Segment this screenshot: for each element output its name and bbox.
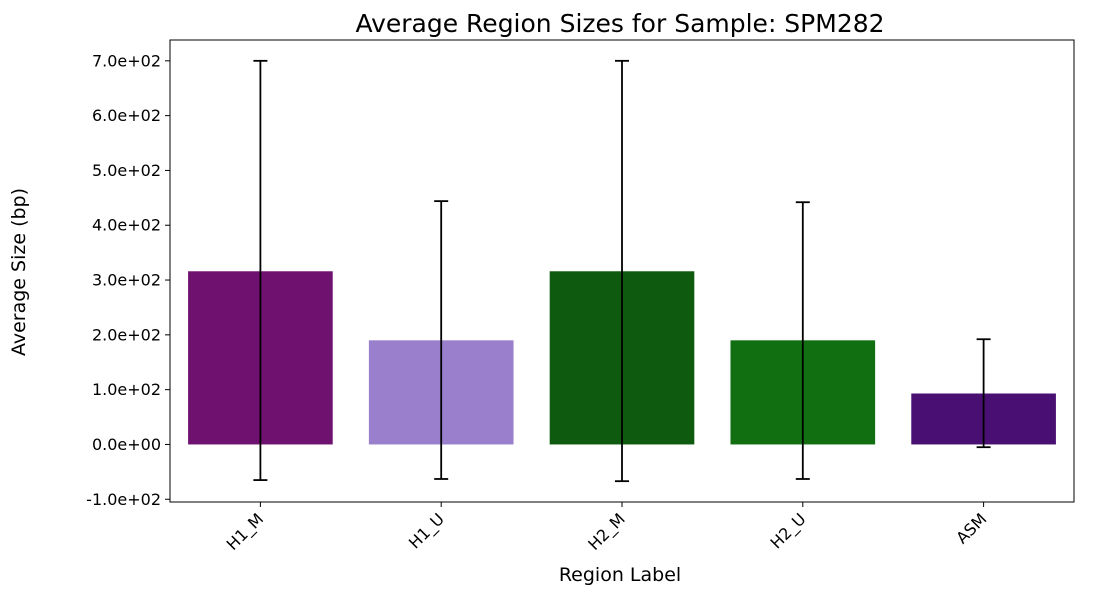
y-tick-label: 4.0e+02 (92, 216, 161, 235)
y-tick-label: 2.0e+02 (92, 325, 161, 344)
x-tick-label: H1_M (223, 509, 268, 554)
error-bar-h1-u (434, 200, 449, 480)
y-tick-label: -1.0e+02 (86, 490, 161, 509)
error-bar-h2-u (795, 201, 810, 480)
x-axis: H1_M H1_U H2_M H2_U ASM (223, 502, 990, 555)
y-tick-label: 5.0e+02 (92, 161, 161, 180)
y-axis-label: Average Size (bp) (8, 188, 30, 356)
y-tick-label: 7.0e+02 (92, 51, 161, 70)
error-bar-asm (976, 338, 991, 449)
x-tick-label: H2_M (584, 509, 629, 554)
y-tick-label: 0.0e+00 (92, 435, 161, 454)
x-tick-label: H2_U (767, 509, 811, 553)
y-tick-label: 1.0e+02 (92, 380, 161, 399)
y-tick-label: 3.0e+02 (92, 271, 161, 290)
y-tick-label: 6.0e+02 (92, 106, 161, 125)
x-tick-label: H1_U (405, 509, 449, 553)
error-bars-group (253, 59, 991, 483)
y-axis: -1.0e+02 0.0e+00 1.0e+02 2.0e+02 3.0e+02 4.0e… (86, 51, 170, 509)
error-bar-h1-m (253, 59, 268, 481)
x-tick-label: ASM (952, 509, 990, 547)
chart-title: Average Region Sizes for Sample: SPM282 (355, 9, 884, 38)
error-bar-h2-m (615, 59, 629, 483)
x-axis-label: Region Label (559, 564, 681, 586)
